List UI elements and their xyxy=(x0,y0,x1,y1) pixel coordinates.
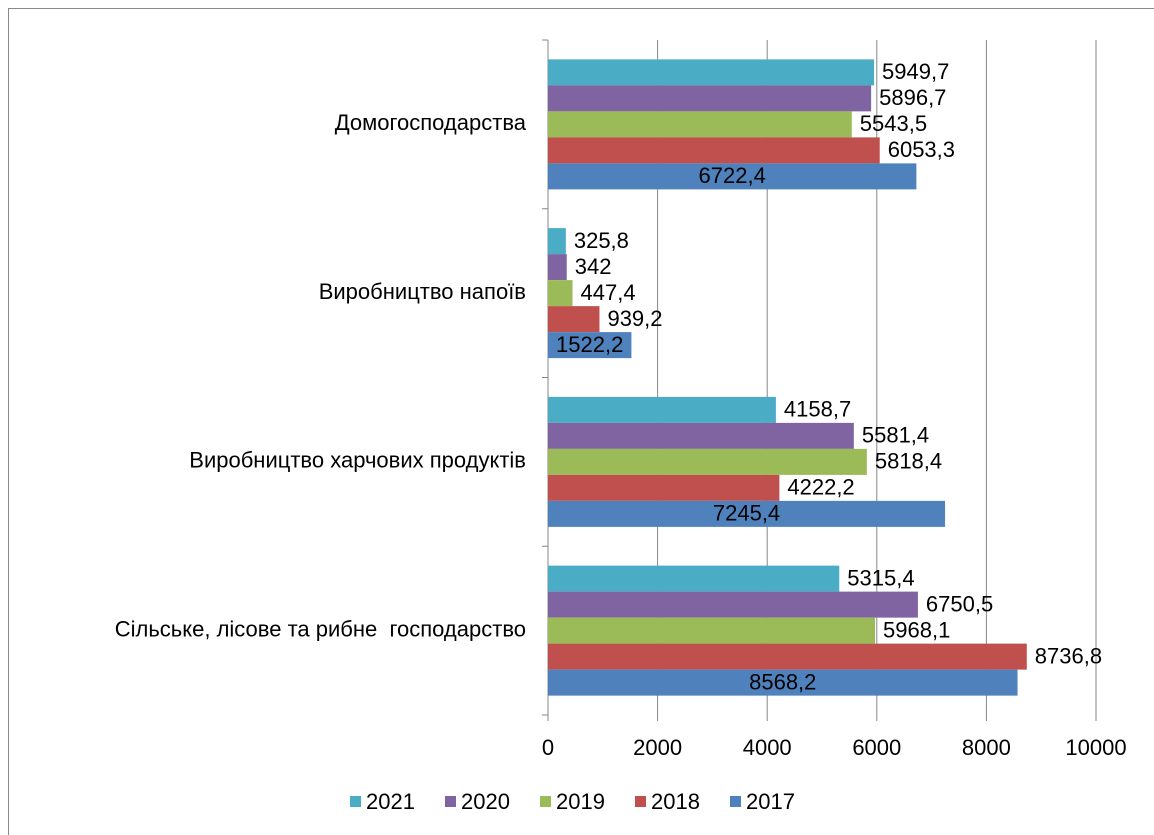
data-label: 5949,7 xyxy=(882,59,949,84)
bar xyxy=(548,643,1027,670)
data-label: 6053,3 xyxy=(888,137,955,162)
bar xyxy=(548,85,872,112)
bar xyxy=(548,59,875,86)
bar xyxy=(548,591,918,618)
bar xyxy=(548,422,854,449)
bar xyxy=(548,111,852,138)
data-label: 1522,2 xyxy=(556,332,623,357)
legend-label: 2021 xyxy=(366,789,415,814)
data-label: 8568,2 xyxy=(749,669,816,694)
data-label: 5581,4 xyxy=(862,423,929,448)
data-label: 8736,8 xyxy=(1035,643,1102,668)
bar xyxy=(548,280,573,307)
bar xyxy=(548,137,880,164)
data-label: 5818,4 xyxy=(875,449,942,474)
x-tick-label: 10000 xyxy=(1065,735,1126,760)
bar xyxy=(548,474,780,501)
data-label: 4158,7 xyxy=(784,397,851,422)
data-label: 5968,1 xyxy=(883,617,950,642)
x-tick-label: 0 xyxy=(542,735,554,760)
legend-swatch xyxy=(730,796,741,807)
bar xyxy=(548,396,776,423)
x-tick-label: 6000 xyxy=(852,735,901,760)
bar xyxy=(548,448,867,475)
legend-label: 2018 xyxy=(651,789,700,814)
data-label: 7245,4 xyxy=(713,501,780,526)
bar xyxy=(548,617,876,644)
x-tick-label: 8000 xyxy=(962,735,1011,760)
data-label: 447,4 xyxy=(581,280,636,305)
bar xyxy=(548,228,566,255)
bar xyxy=(548,306,600,333)
data-label: 6722,4 xyxy=(699,163,766,188)
data-label: 342 xyxy=(575,254,612,279)
legend-label: 2019 xyxy=(556,789,605,814)
y-tick-label: Виробництво напоїв xyxy=(319,279,526,304)
legend-label: 2017 xyxy=(746,789,795,814)
legend-swatch xyxy=(350,796,361,807)
x-tick-label: 2000 xyxy=(633,735,682,760)
legend-swatch xyxy=(445,796,456,807)
data-label: 5315,4 xyxy=(847,565,914,590)
data-label: 939,2 xyxy=(607,306,662,331)
data-label: 4222,2 xyxy=(787,475,854,500)
bar xyxy=(548,565,840,592)
bar xyxy=(548,254,567,281)
bar xyxy=(548,500,946,527)
legend-swatch xyxy=(540,796,551,807)
y-tick-label: Домогосподарства xyxy=(335,110,527,135)
x-tick-label: 4000 xyxy=(743,735,792,760)
legend-swatch xyxy=(635,796,646,807)
data-label: 6750,5 xyxy=(926,591,993,616)
bar xyxy=(548,332,632,359)
data-label: 5543,5 xyxy=(860,111,927,136)
legend-label: 2020 xyxy=(461,789,510,814)
bar xyxy=(548,163,917,190)
y-tick-label: Виробництво харчових продуктів xyxy=(189,448,526,473)
data-label: 325,8 xyxy=(574,228,629,253)
bar xyxy=(548,669,1018,696)
y-tick-label: Сільське, лісове та рибне господарство xyxy=(115,616,526,641)
data-label: 5896,7 xyxy=(879,85,946,110)
